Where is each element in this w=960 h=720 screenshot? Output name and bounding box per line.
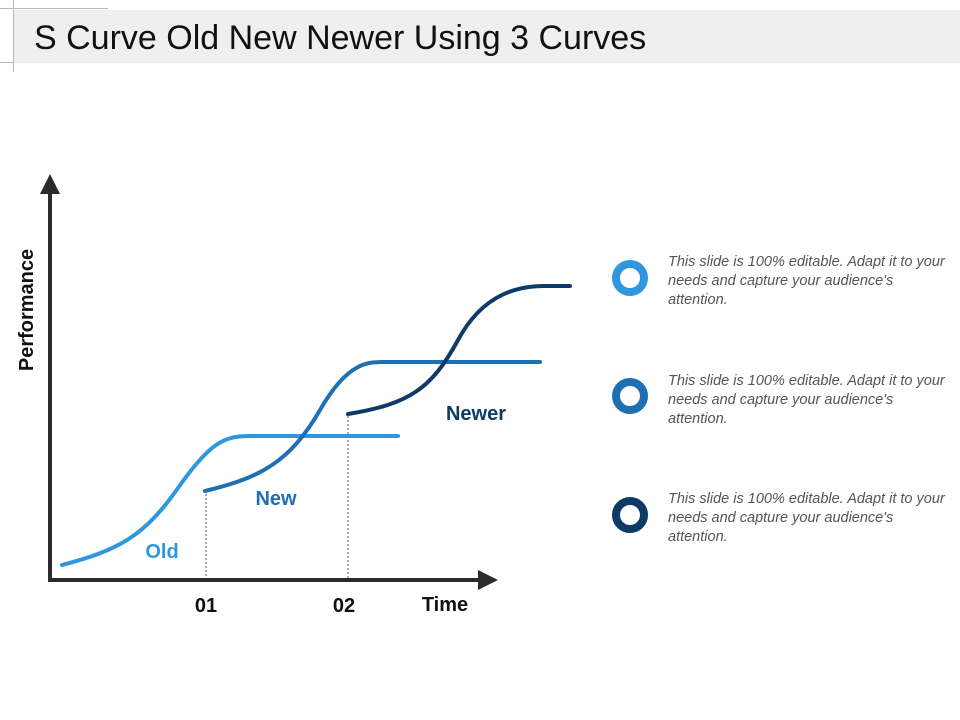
y-axis-arrow (40, 174, 60, 194)
tick-label-01: 01 (195, 595, 217, 617)
ring-marker-newer (612, 497, 648, 533)
note-text-2: This slide is 100% editable. Adapt it to… (668, 373, 945, 427)
note-text-1: This slide is 100% editable. Adapt it to… (668, 254, 945, 308)
x-axis-arrow (478, 570, 498, 590)
page-title: S Curve Old New Newer Using 3 Curves (34, 19, 647, 57)
curve-label-newer: Newer (446, 403, 506, 425)
curve-old (60, 434, 400, 567)
corner-guide-left (13, 0, 14, 72)
tick-label-02: 02 (333, 595, 355, 617)
ring-marker-old (612, 260, 648, 296)
curve-new (203, 359, 542, 493)
x-axis-label: Time (422, 594, 468, 616)
curve-label-old: Old (145, 541, 178, 563)
corner-guide-top (0, 8, 108, 9)
title-bar (14, 10, 960, 63)
y-axis-label: Performance (16, 249, 38, 371)
ring-marker-new (612, 378, 648, 414)
curve-newer (346, 284, 572, 416)
note-text-3: This slide is 100% editable. Adapt it to… (668, 491, 945, 545)
curve-label-new: New (255, 488, 297, 510)
